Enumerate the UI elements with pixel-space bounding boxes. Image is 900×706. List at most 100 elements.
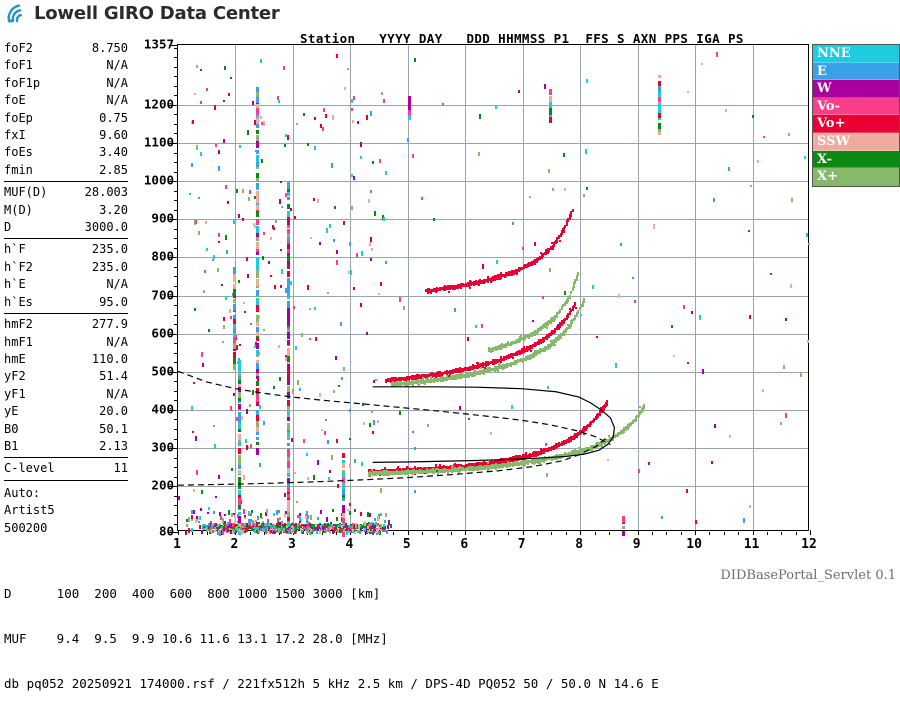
scatter-point	[502, 463, 505, 468]
scatter-point	[214, 525, 217, 528]
auto-scaler-block: Auto: Artist5 500200	[4, 485, 128, 537]
scatter-point	[283, 525, 286, 528]
scatter-point	[489, 347, 492, 352]
scatter-point	[238, 412, 242, 420]
y-axis-minor-tick	[174, 257, 178, 258]
scatter-point	[204, 220, 207, 224]
y-axis-minor-tick	[174, 124, 178, 125]
scatter-point	[575, 274, 578, 281]
scatter-point	[641, 405, 644, 411]
legend-item-nne[interactable]: NNE	[813, 45, 899, 63]
x-axis-minor-tick	[437, 532, 438, 535]
x-axis-minor-tick	[537, 532, 538, 535]
legend-item-ssw[interactable]: SSW	[813, 132, 899, 151]
scatter-point	[491, 359, 494, 366]
scatter-point	[585, 187, 588, 191]
scatter-point	[238, 455, 242, 460]
scatter-point	[307, 521, 310, 526]
scatter-point	[542, 349, 545, 351]
y-axis-minor-tick	[174, 362, 178, 363]
param-key: hmE	[4, 351, 26, 366]
legend-item-w[interactable]: W	[813, 80, 899, 98]
scatter-point	[475, 364, 478, 369]
scatter-point	[222, 340, 225, 343]
scatter-point	[548, 267, 551, 272]
scatter-point	[229, 524, 232, 528]
param-row: h`F2 235.0	[4, 259, 128, 276]
scatter-point	[403, 469, 406, 475]
scatter-point	[439, 466, 442, 469]
legend-item-x[interactable]: X+	[813, 168, 899, 186]
servlet-version: DIDBasePortal_Servlet 0.1	[720, 568, 896, 583]
scatter-point	[580, 448, 583, 454]
scatter-point	[536, 350, 539, 356]
scatter-point	[671, 325, 674, 329]
scatter-point	[573, 282, 575, 289]
scatter-point	[315, 524, 318, 528]
scatter-point	[516, 338, 519, 343]
scatter-point	[331, 523, 334, 526]
scatter-point	[526, 355, 529, 361]
scatter-point	[385, 261, 388, 265]
scatter-point	[242, 523, 245, 527]
scatter-point	[419, 374, 422, 379]
scatter-point	[269, 529, 272, 534]
scatter-point	[226, 521, 229, 527]
scatter-point	[556, 324, 559, 328]
scatter-point	[281, 528, 284, 532]
scatter-point	[629, 421, 632, 426]
scatter-point	[541, 295, 544, 299]
scatter-point	[232, 219, 235, 225]
x-axis-tick-label: 6	[460, 537, 469, 552]
scatter-point	[602, 440, 605, 445]
scatter-point	[365, 114, 368, 120]
scatter-point	[461, 373, 464, 379]
legend-item-vo[interactable]: Vo+	[813, 115, 899, 133]
scatter-point	[311, 527, 314, 530]
ionogram-plot[interactable]	[169, 44, 811, 537]
legend-item-vo[interactable]: Vo-	[813, 97, 899, 116]
scatter-point	[545, 249, 548, 256]
param-value: 235.0	[91, 259, 128, 274]
scatter-point	[255, 285, 259, 289]
scatter-point	[232, 351, 236, 359]
scatter-point	[269, 524, 272, 528]
scatter-point	[534, 242, 537, 246]
scatter-point	[188, 528, 191, 534]
scatter-point	[287, 423, 291, 431]
scatter-point	[504, 276, 507, 279]
legend-item-x[interactable]: X-	[813, 150, 899, 169]
scatter-point	[227, 526, 230, 529]
param-value: 28.003	[84, 185, 128, 200]
param-key: foF1p	[4, 75, 41, 90]
scatter-point	[458, 284, 461, 289]
scatter-point	[592, 417, 595, 420]
scatter-point	[370, 471, 373, 475]
scatter-point	[249, 519, 252, 524]
scatter-point	[490, 432, 493, 436]
scatter-point	[386, 530, 388, 535]
scatter-point	[319, 509, 322, 514]
scatter-point	[585, 78, 588, 83]
y-axis-minor-tick	[174, 48, 178, 49]
scatter-point	[258, 524, 261, 530]
scatter-point	[287, 510, 291, 518]
scatter-point	[223, 100, 226, 103]
scatter-point	[404, 376, 407, 381]
scatter-point	[287, 432, 291, 437]
scatter-point	[556, 326, 558, 331]
y-axis-tick-label: 80	[158, 523, 174, 539]
scatter-point	[248, 511, 251, 517]
scatter-point	[545, 338, 548, 341]
legend[interactable]: NNE E W Vo- Vo+ SSW X- X+	[812, 44, 900, 187]
scatter-point	[341, 488, 345, 495]
scatter-point	[422, 374, 425, 379]
scatter-point	[540, 251, 543, 254]
scatter-point	[434, 288, 437, 292]
scatter-point	[212, 425, 215, 427]
scatter-point	[187, 516, 190, 522]
scatter-point	[284, 510, 287, 514]
legend-item-e[interactable]: E	[813, 62, 899, 81]
scatter-point	[544, 457, 547, 462]
scatter-point	[299, 519, 301, 523]
